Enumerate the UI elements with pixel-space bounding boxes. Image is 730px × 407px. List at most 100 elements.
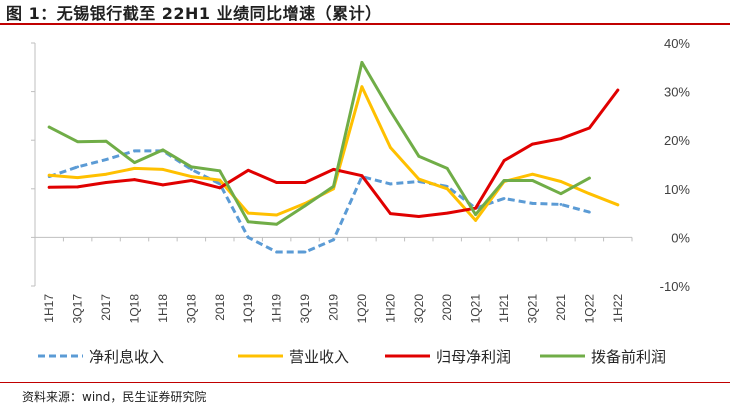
data-point xyxy=(616,203,620,207)
data-point xyxy=(133,161,136,164)
data-point xyxy=(559,180,563,183)
source-rule xyxy=(0,382,730,383)
data-point xyxy=(189,179,193,182)
data-point xyxy=(246,168,250,172)
data-point xyxy=(332,184,335,188)
data-point xyxy=(275,250,279,254)
data-point xyxy=(587,126,591,130)
data-point xyxy=(189,167,193,171)
y-tick-label: 0% xyxy=(671,230,690,245)
x-tick-label: 3Q21 xyxy=(526,294,540,324)
data-point xyxy=(161,148,165,152)
y-tick-label: 30% xyxy=(664,85,690,100)
title-rule xyxy=(0,23,730,25)
series-line-3 xyxy=(47,88,620,218)
data-point xyxy=(189,165,193,169)
legend-label-1: 净利息收入 xyxy=(89,349,164,366)
x-tick-label: 3Q17 xyxy=(71,294,85,324)
x-tick-label: 3Q18 xyxy=(184,294,198,324)
x-tick-label: 2020 xyxy=(440,294,454,321)
data-point xyxy=(47,125,51,129)
legend-label-4: 拨备前利润 xyxy=(591,349,666,366)
data-point xyxy=(445,211,449,215)
data-point xyxy=(218,182,222,186)
data-point xyxy=(133,166,136,170)
x-tick-label: 2021 xyxy=(554,294,568,321)
data-point xyxy=(474,218,478,222)
data-point xyxy=(332,167,335,171)
series-line-2 xyxy=(47,85,620,222)
data-point xyxy=(559,202,563,206)
x-tick-label: 3Q19 xyxy=(298,294,312,324)
data-point xyxy=(559,192,563,196)
data-point xyxy=(218,186,222,190)
data-point xyxy=(502,179,506,182)
data-point xyxy=(246,220,250,224)
data-point xyxy=(616,88,620,92)
x-tick-label: 1Q19 xyxy=(241,294,255,324)
data-point xyxy=(218,178,222,182)
data-point xyxy=(246,236,250,239)
data-point xyxy=(474,213,478,216)
x-tick-label: 1H20 xyxy=(383,294,397,323)
y-tick-label: 20% xyxy=(664,133,690,148)
x-tick-label: 1H21 xyxy=(497,294,511,323)
data-point xyxy=(388,212,392,215)
data-point xyxy=(587,192,591,196)
series-line-4 xyxy=(47,60,591,226)
data-point xyxy=(445,187,449,191)
data-point xyxy=(76,165,80,169)
x-tick-label: 3Q20 xyxy=(412,294,426,324)
x-tick-label: 1H19 xyxy=(270,294,284,323)
data-point xyxy=(417,215,421,218)
data-point xyxy=(531,179,534,182)
data-point xyxy=(133,149,136,153)
data-point xyxy=(388,146,392,149)
data-point xyxy=(445,166,449,170)
data-point xyxy=(104,158,108,162)
series-line-1 xyxy=(48,149,590,254)
source-note: 资料来源：wind，民生证券研究院 xyxy=(22,390,207,404)
x-tick-label: 1Q18 xyxy=(128,294,142,324)
data-point xyxy=(246,211,250,215)
x-tick-label: 1H17 xyxy=(42,294,56,323)
figure-title: 图 1：无锡银行截至 22H1 业绩同比增速（累计） xyxy=(6,4,382,23)
data-point xyxy=(161,167,165,171)
x-tick-label: 2017 xyxy=(99,294,113,321)
data-point xyxy=(502,159,506,163)
data-point xyxy=(47,173,51,177)
data-point xyxy=(104,139,108,143)
y-tick-label: 40% xyxy=(664,36,690,51)
data-point xyxy=(76,176,80,180)
data-point xyxy=(104,172,108,176)
data-point xyxy=(161,183,165,187)
data-point xyxy=(360,174,364,178)
data-point xyxy=(360,85,364,89)
data-point xyxy=(531,142,534,146)
data-point xyxy=(275,213,279,217)
x-tick-label: 2018 xyxy=(213,294,227,321)
x-tick-label: 1Q21 xyxy=(469,294,483,324)
data-point xyxy=(133,178,136,181)
data-point xyxy=(559,137,563,141)
x-tick-label: 1H22 xyxy=(611,294,625,323)
data-point xyxy=(303,181,307,184)
data-point xyxy=(531,201,534,205)
data-point xyxy=(502,197,506,200)
data-point xyxy=(417,177,421,181)
data-point xyxy=(531,172,534,176)
data-point xyxy=(388,182,392,186)
data-point xyxy=(76,185,80,189)
data-point xyxy=(388,109,392,113)
data-point xyxy=(104,181,108,184)
data-point xyxy=(275,222,279,226)
data-point xyxy=(587,210,591,214)
y-tick-label: 10% xyxy=(664,182,690,197)
x-tick-label: 1Q20 xyxy=(355,294,369,324)
data-point xyxy=(474,206,478,210)
data-point xyxy=(587,176,591,180)
x-tick-label: 1Q22 xyxy=(582,294,596,324)
data-point xyxy=(332,238,335,242)
data-point xyxy=(76,140,80,144)
